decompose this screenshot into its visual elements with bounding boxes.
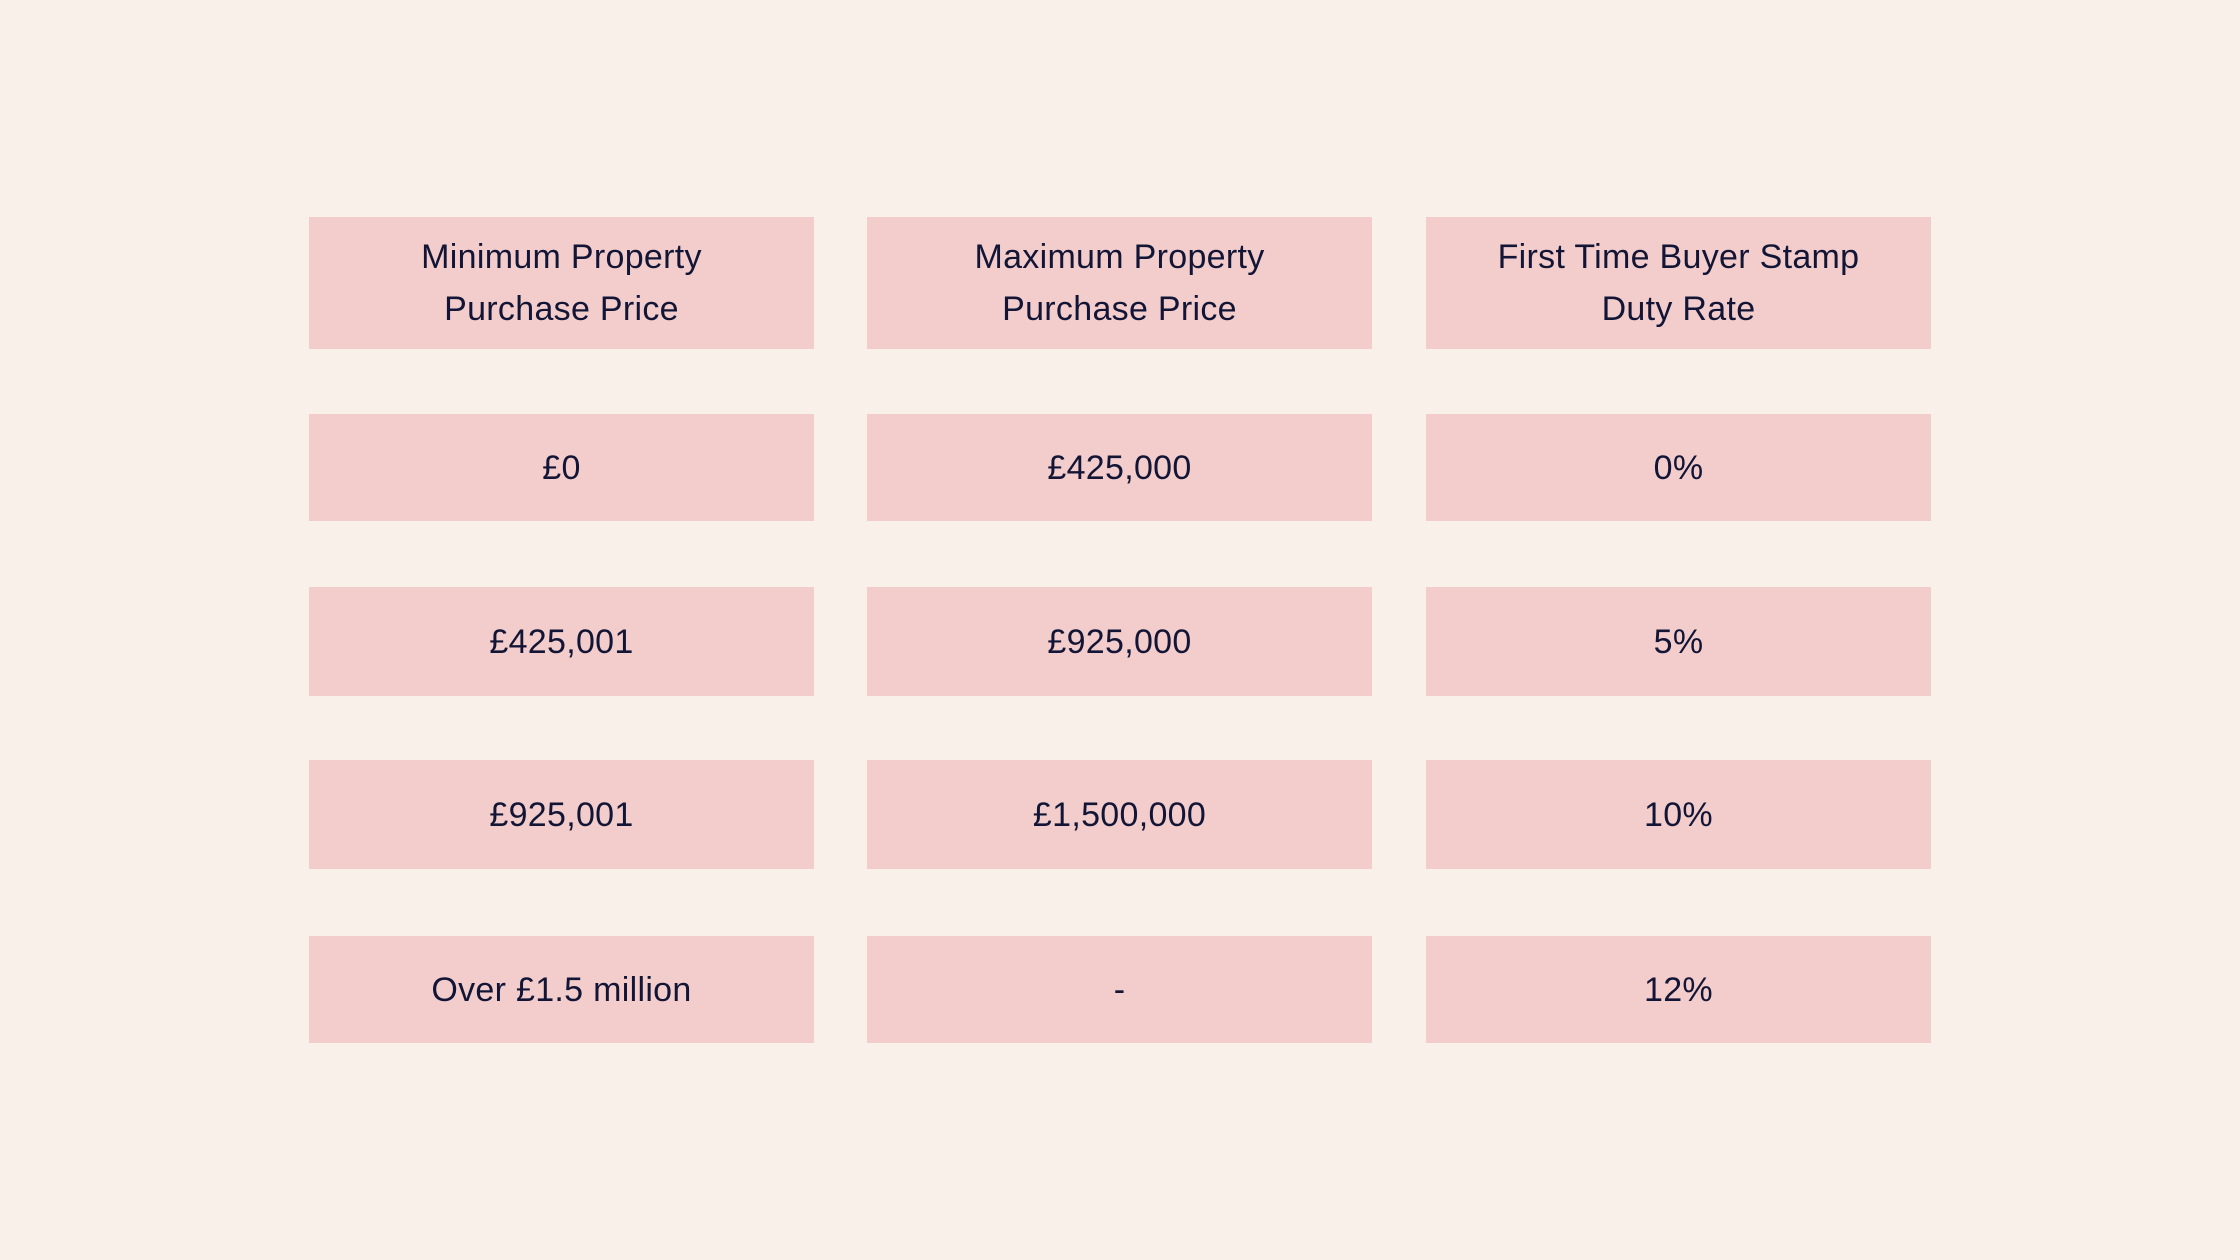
table-cell: £925,000 <box>867 587 1372 696</box>
table-cell: £425,001 <box>309 587 814 696</box>
table-cell: - <box>867 936 1372 1043</box>
table-cell: Over £1.5 million <box>309 936 814 1043</box>
header-min-price: Minimum Property Purchase Price <box>309 217 814 349</box>
table-cell: 10% <box>1426 760 1931 869</box>
table-cell: £1,500,000 <box>867 760 1372 869</box>
header-label: First Time Buyer Stamp Duty Rate <box>1497 238 1860 328</box>
header-max-price: Maximum Property Purchase Price <box>867 217 1372 349</box>
table-cell: 0% <box>1426 414 1931 521</box>
header-label: Minimum Property Purchase Price <box>421 238 702 328</box>
header-rate: First Time Buyer Stamp Duty Rate <box>1426 217 1931 349</box>
table-cell: £925,001 <box>309 760 814 869</box>
table-cell: £0 <box>309 414 814 521</box>
table-cell: £425,000 <box>867 414 1372 521</box>
header-label: Maximum Property Purchase Price <box>974 238 1265 328</box>
table-cell: 12% <box>1426 936 1931 1043</box>
table-cell: 5% <box>1426 587 1931 696</box>
